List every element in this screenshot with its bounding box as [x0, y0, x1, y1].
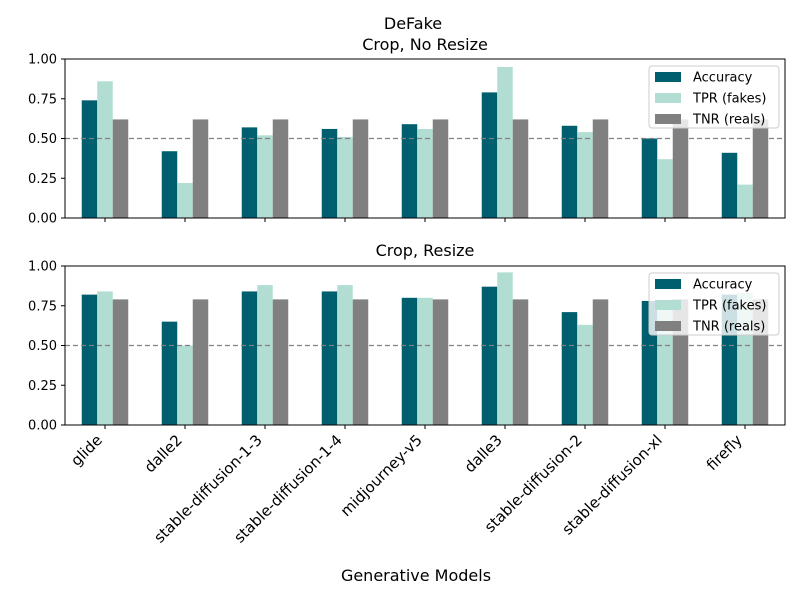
bar-accuracy-stable-diffusion-1-4	[321, 291, 338, 425]
legend-swatch-accuracy	[655, 279, 681, 289]
bar-tnr-midjourney-v5	[432, 119, 449, 218]
bar-tpr-stable-diffusion-2	[577, 324, 593, 425]
panel-title: Crop, No Resize	[362, 35, 488, 54]
bar-tnr-stable-diffusion-1-4	[352, 299, 369, 425]
x-tick-label-glide: glide	[67, 431, 106, 470]
legend-label-tpr: TPR (fakes)	[692, 299, 766, 314]
legend-label-tnr: TNR (reals)	[692, 113, 765, 128]
legend-swatch-tpr	[655, 93, 681, 103]
bar-tpr-stable-diffusion-1-4	[337, 136, 353, 218]
bar-accuracy-stable-diffusion-2	[561, 312, 578, 425]
bar-tnr-stable-diffusion-1-3	[272, 299, 289, 425]
bar-accuracy-dalle2	[161, 321, 178, 425]
y-tick-label: 1.00	[28, 260, 57, 275]
y-tick-label: 0.50	[28, 132, 57, 147]
x-tick-label-midjourney-v5: midjourney-v5	[337, 431, 426, 520]
chart-panel-2: Crop, Resize 0.00 0.25 0.50 0.75 1.00 glide dal…	[28, 241, 786, 547]
bar-tnr-dalle3	[512, 119, 529, 218]
bar-tnr-dalle2	[192, 299, 209, 425]
bar-tpr-stable-diffusion-2	[577, 132, 593, 218]
y-tick-label: 0.00	[28, 419, 57, 434]
bar-accuracy-stable-diffusion-1-4	[321, 128, 338, 218]
figure-title: DeFake	[384, 14, 442, 33]
bar-tnr-glide	[112, 119, 129, 218]
y-tick-label: 0.00	[28, 212, 57, 227]
bar-tpr-glide	[97, 81, 113, 218]
y-tick-label: 0.75	[28, 299, 57, 314]
bar-tpr-firefly	[737, 184, 753, 218]
bar-tpr-stable-diffusion-1-3	[257, 285, 273, 425]
legend-swatch-tnr	[655, 114, 681, 124]
bar-tpr-dalle3	[497, 272, 513, 425]
x-axis-label: Generative Models	[341, 566, 491, 585]
bar-accuracy-firefly	[721, 152, 738, 218]
bar-tnr-firefly	[752, 119, 769, 218]
bar-tpr-stable-diffusion-1-3	[257, 135, 273, 218]
bar-accuracy-glide	[81, 100, 98, 218]
bar-tpr-stable-diffusion-1-4	[337, 285, 353, 425]
bar-tnr-stable-diffusion-2	[592, 119, 609, 218]
bar-accuracy-stable-diffusion-1-3	[241, 127, 258, 218]
bar-tpr-dalle2	[177, 345, 193, 425]
bar-tnr-glide	[112, 299, 129, 425]
bar-tnr-stable-diffusion-1-4	[352, 119, 369, 218]
y-tick-label: 0.50	[28, 339, 57, 354]
bar-accuracy-dalle3	[481, 92, 498, 218]
y-tick-label: 0.25	[28, 379, 57, 394]
legend-label-tnr: TNR (reals)	[692, 320, 765, 335]
bar-tnr-stable-diffusion-2	[592, 299, 609, 425]
bar-accuracy-dalle2	[161, 151, 178, 218]
bar-accuracy-midjourney-v5	[401, 297, 418, 425]
y-tick-label: 1.00	[28, 53, 57, 68]
bar-accuracy-midjourney-v5	[401, 124, 418, 218]
x-tick-label-firefly: firefly	[703, 431, 746, 474]
panel-title: Crop, Resize	[376, 241, 475, 260]
bar-tpr-stable-diffusion-xl	[657, 159, 673, 218]
x-tick-label-dalle3: dalle3	[461, 431, 506, 476]
bar-tnr-stable-diffusion-xl	[672, 119, 689, 218]
bar-tpr-dalle2	[177, 183, 193, 218]
bar-tpr-midjourney-v5	[417, 297, 433, 425]
legend-swatch-accuracy	[655, 72, 681, 82]
legend-box	[648, 272, 780, 336]
chart-panel-1: Crop, No Resize 0.00 0.25 0.50 0.75 1.00 Accur…	[28, 35, 786, 227]
legend-label-accuracy: Accuracy	[693, 71, 753, 86]
y-tick-label: 0.25	[28, 172, 57, 187]
bar-accuracy-stable-diffusion-1-3	[241, 291, 258, 425]
bar-accuracy-stable-diffusion-xl	[641, 138, 658, 218]
legend-box	[648, 65, 780, 129]
x-tick-label-dalle2: dalle2	[141, 431, 186, 476]
bar-tnr-midjourney-v5	[432, 299, 449, 425]
bar-tnr-stable-diffusion-1-3	[272, 119, 289, 218]
bar-tpr-dalle3	[497, 66, 513, 218]
bar-accuracy-stable-diffusion-2	[561, 125, 578, 218]
bar-accuracy-glide	[81, 294, 98, 425]
legend-swatch-tnr	[655, 321, 681, 331]
legend-swatch-tpr	[655, 300, 681, 310]
bar-tpr-glide	[97, 291, 113, 425]
bar-tpr-midjourney-v5	[417, 128, 433, 218]
bar-tnr-dalle2	[192, 119, 209, 218]
bar-accuracy-dalle3	[481, 286, 498, 425]
legend-label-accuracy: Accuracy	[693, 278, 753, 293]
y-tick-label: 0.75	[28, 92, 57, 107]
legend-label-tpr: TPR (fakes)	[692, 92, 766, 107]
bar-tnr-dalle3	[512, 299, 529, 425]
